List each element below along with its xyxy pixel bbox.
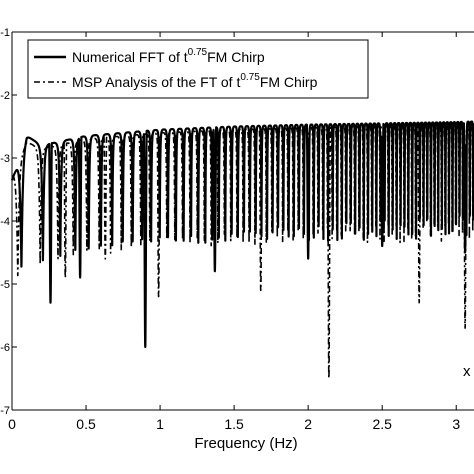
x-tick-label: 2.5	[372, 416, 392, 432]
y-tick-label: -4	[0, 216, 10, 228]
series-line-2	[11, 122, 474, 379]
x-tick-label: 2	[304, 416, 312, 432]
y-tick-label: -7	[0, 405, 10, 417]
series-layer	[10, 120, 474, 379]
x-tick-label: 1.5	[224, 416, 244, 432]
x-axis-multiplier-label: x	[463, 363, 471, 380]
y-tick-label: -2	[0, 90, 10, 102]
y-tick-label: -3	[0, 153, 10, 165]
x-tick-label: 0.5	[76, 416, 96, 432]
legend: Numerical FFT of t0.75FM Chirp MSP Analys…	[27, 39, 369, 99]
y-tick-label: -6	[0, 342, 10, 354]
x-tick-label: 0	[8, 416, 16, 432]
x-axis-label: Frequency (Hz)	[194, 435, 297, 452]
x-tick-label: 3	[452, 416, 460, 432]
series-line-1	[10, 120, 474, 349]
y-tick-label: -5	[0, 279, 10, 291]
legend-box	[27, 39, 369, 99]
axes-layer: 0 0.5 1 1.5 2 2.5 3 -7 -6 -5 -4 -3 -2 -1	[0, 27, 474, 432]
x-tick-label: 1	[156, 416, 164, 432]
legend-entry-1: Numerical FFT of t0.75FM Chirp	[72, 47, 265, 65]
legend-entry-2: MSP Analysis of the FT of t0.75FM Chirp	[72, 72, 318, 90]
y-tick-label: -1	[0, 27, 10, 39]
